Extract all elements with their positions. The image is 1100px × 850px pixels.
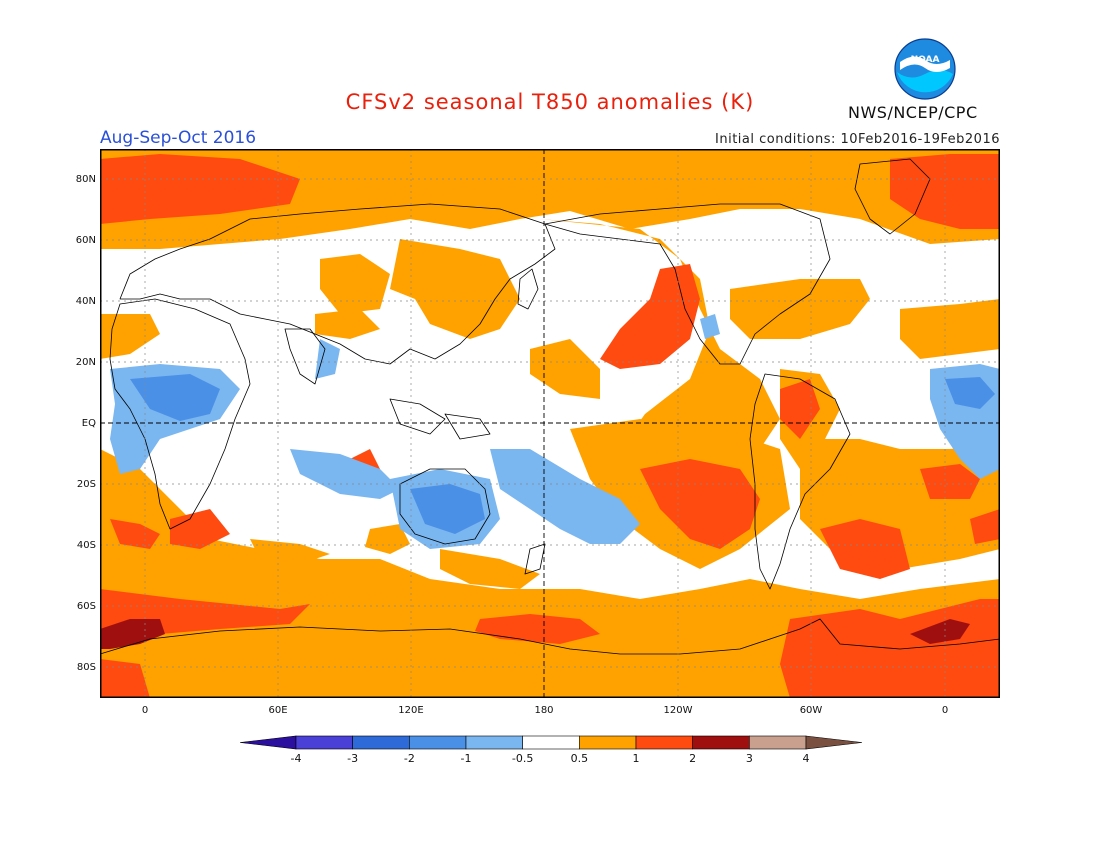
noaa-logo-icon: NOAA [894,38,956,100]
colorbar-tick-label: 3 [745,752,753,765]
colorbar-segment [522,735,580,750]
colorbar-segment [692,735,750,750]
positive-anomaly-2-3 [100,619,970,649]
colorbar-segment [409,735,467,750]
colorbar-segment [240,735,297,750]
lon-label: 60E [268,705,288,716]
colorbar-segment [579,735,637,750]
lat-label: 80N [75,174,96,185]
colorbar-segment [749,735,807,750]
colorbar-segment [352,735,410,750]
colorbar-segment [295,735,353,750]
lon-label: 120W [663,705,693,716]
lat-label: 60N [75,235,96,246]
lon-label: 120E [398,705,424,716]
anomaly-map [100,149,1000,698]
forecast-period: Aug-Sep-Oct 2016 [100,128,257,148]
initial-conditions: Initial conditions: 10Feb2016-19Feb2016 [715,132,1000,147]
colorbar-tick-label: -3 [347,752,359,765]
colorbar-segment [805,735,862,750]
coastlines [100,158,1000,655]
colorbar-tick-label: -4 [290,752,302,765]
colorbar-tick-label: -1 [460,752,472,765]
colorbar-tick-label: 0.5 [570,752,589,765]
negative-anomaly-1-2 [130,374,995,534]
lat-label: 20S [76,479,96,490]
lat-label: 40S [76,540,96,551]
lat-label: 80S [76,662,96,673]
colorbar-tick-label: 4 [802,752,810,765]
lat-label: 40N [75,296,96,307]
map-frame [100,149,1000,698]
lon-label: 60W [799,705,823,716]
logo-text: NOAA [911,55,940,65]
colorbar-tick-label: 1 [632,752,640,765]
lat-label: 60S [76,601,96,612]
colorbar-segment [635,735,693,750]
lon-label: 180 [534,705,554,716]
lon-label: 0 [141,705,149,716]
graticule [100,149,1000,698]
colorbar-tick-label: -2 [403,752,415,765]
colorbar-segment [465,735,523,750]
equator-dateline [100,149,1000,698]
colorbar-tick-label: 2 [689,752,697,765]
colorbar [240,735,862,750]
lat-label: EQ [81,418,96,429]
lat-label: 20N [75,357,96,368]
lon-label: 0 [941,705,949,716]
colorbar-tick-label: -0.5 [511,752,534,765]
map-title: CFSv2 seasonal T850 anomalies (K) [345,90,755,114]
organization-label: NWS/NCEP/CPC [848,103,978,122]
